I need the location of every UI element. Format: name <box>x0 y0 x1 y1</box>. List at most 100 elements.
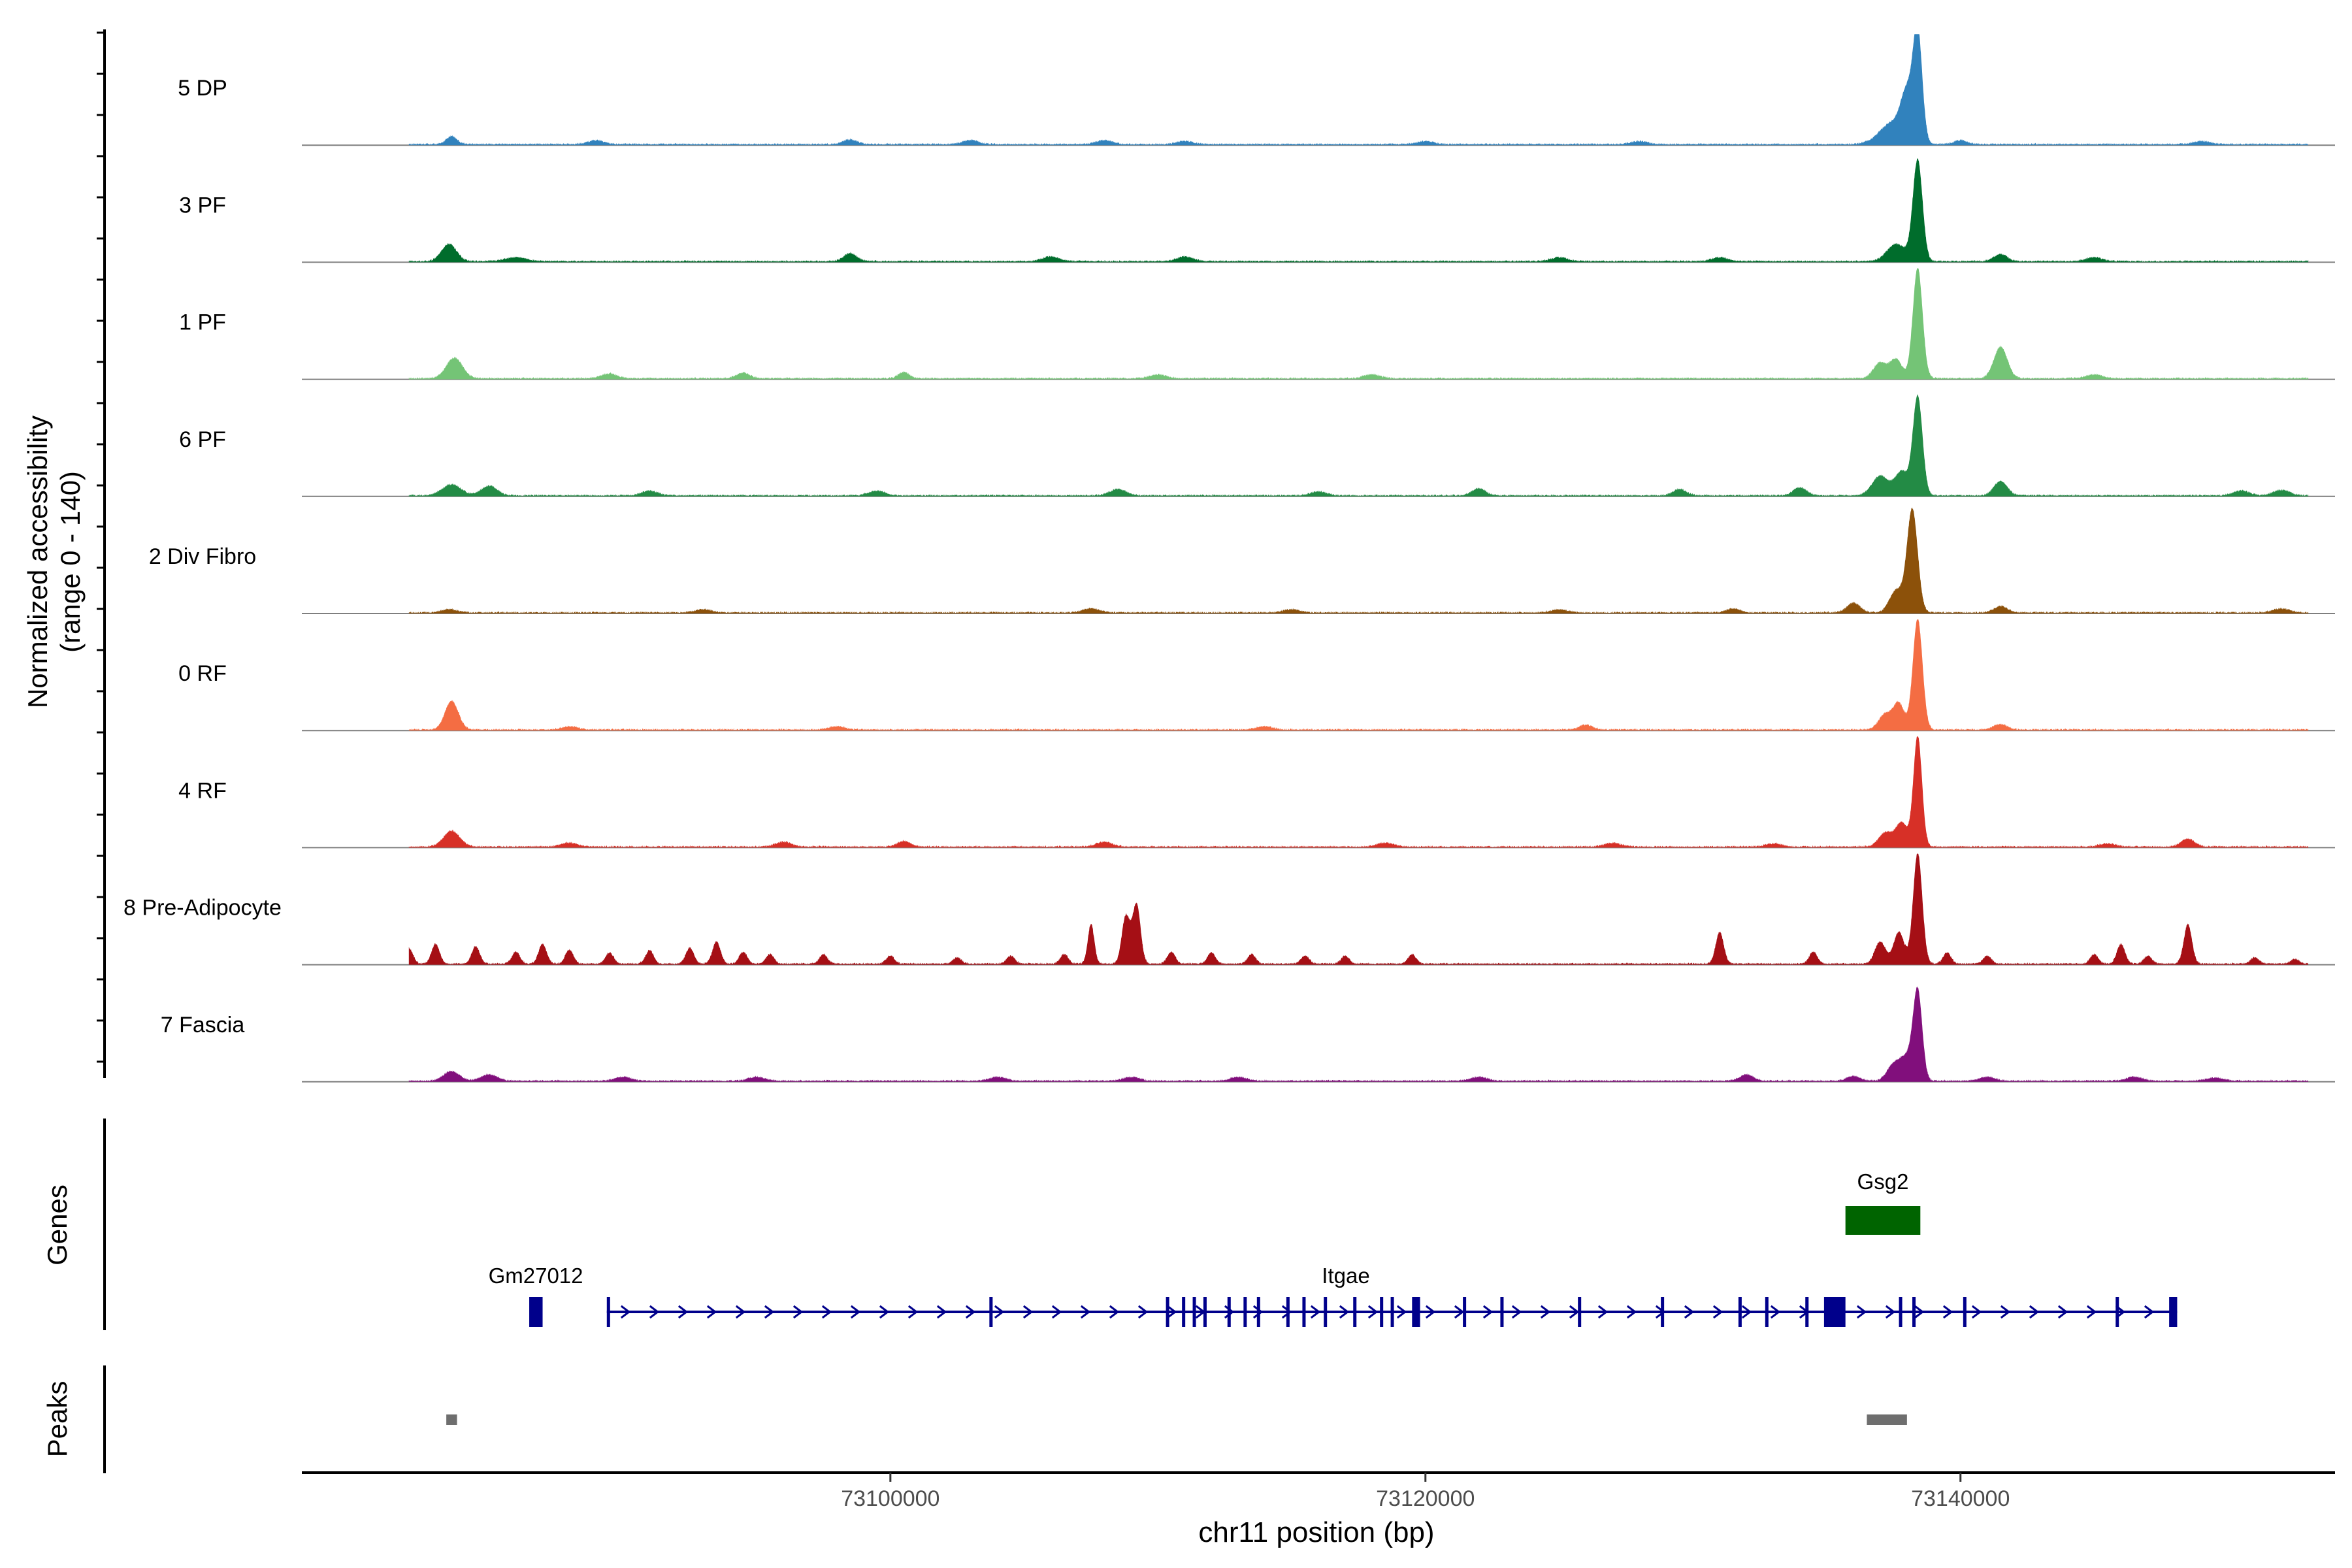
coverage-area <box>408 394 2309 497</box>
gene-exon <box>1166 1297 1169 1327</box>
strand-arrow <box>1137 1305 1149 1319</box>
gene-exon <box>989 1297 993 1327</box>
track-4: 2 Div Fibro <box>149 507 2335 614</box>
coverage-area <box>408 736 2309 848</box>
track-label: 3 PF <box>179 193 226 218</box>
strand-arrow <box>2000 1305 2011 1319</box>
strand-arrow <box>706 1305 717 1319</box>
strand-arrow <box>1367 1305 1379 1319</box>
track-label: 1 PF <box>179 310 226 335</box>
strand-arrow <box>649 1305 660 1319</box>
strand-arrow <box>936 1305 947 1319</box>
gene-exon <box>1899 1297 1903 1327</box>
strand-arrow <box>1914 1305 1925 1319</box>
strand-arrow <box>850 1305 861 1319</box>
peaks-panel-label: Peaks <box>42 1381 73 1458</box>
track-label: 5 DP <box>178 76 227 101</box>
gene-label: Gm27012 <box>489 1264 583 1288</box>
gene-gsg2: Gsg2 <box>1845 1169 1921 1235</box>
strand-arrow <box>1482 1305 1494 1319</box>
strand-arrow <box>1597 1305 1609 1319</box>
coverage-y-ticks <box>97 31 105 1063</box>
track-3: 6 PF <box>179 394 2335 497</box>
track-label: 6 PF <box>179 427 226 452</box>
strand-arrow <box>1425 1305 1436 1319</box>
gene-exon <box>1203 1297 1207 1327</box>
coverage-area <box>408 507 2309 613</box>
genes-panel: Gsg2 Gm27012 Itgae <box>489 1169 2178 1327</box>
strand-arrow <box>1540 1305 1551 1319</box>
strand-arrow <box>1396 1305 1407 1319</box>
strand-arrow <box>1569 1305 1580 1319</box>
track-5: 0 RF <box>178 619 2335 732</box>
strand-arrow <box>620 1305 631 1319</box>
strand-arrow <box>1109 1305 1120 1319</box>
track-0: 5 DP <box>178 34 2335 146</box>
gene-exon <box>1912 1297 1916 1327</box>
strand-arrow <box>1080 1305 1091 1319</box>
strand-arrow <box>1166 1305 1177 1319</box>
coverage-tracks: 5 DP 3 PF 1 PF 6 PF 2 Div Fibro 0 RF 4 RF 8 Pre… <box>123 34 2335 1083</box>
gene-exon <box>1324 1297 1328 1327</box>
gene-exon <box>1738 1297 1742 1327</box>
track-label: 7 Fascia <box>161 1013 245 1037</box>
strand-arrow <box>1310 1305 1321 1319</box>
gene-itgae: Itgae <box>606 1264 2178 1327</box>
strand-arrow <box>1252 1305 1264 1319</box>
coverage-area <box>408 34 2309 146</box>
genes-panel-label: Genes <box>42 1184 73 1266</box>
strand-arrow <box>764 1305 775 1319</box>
y-axis-title: Normalized accessibility <box>22 416 53 708</box>
gene-exon <box>1243 1297 1247 1327</box>
coverage-area <box>408 158 2309 263</box>
gene-exon <box>529 1297 543 1327</box>
strand-arrow <box>1022 1305 1034 1319</box>
strand-arrow <box>879 1305 890 1319</box>
coverage-area <box>408 619 2309 731</box>
gene-exon <box>1963 1297 1967 1327</box>
track-label: 2 Div Fibro <box>149 544 256 569</box>
x-tick-label: 73140000 <box>1911 1486 2010 1511</box>
strand-arrow <box>821 1305 832 1319</box>
gene-exon <box>2169 1297 2178 1327</box>
strand-arrow <box>994 1305 1005 1319</box>
strand-arrow <box>1684 1305 1695 1319</box>
gene-exon <box>1823 1297 1846 1327</box>
track-label: 0 RF <box>178 661 227 686</box>
strand-arrow <box>1971 1305 1982 1319</box>
strand-arrow <box>792 1305 804 1319</box>
strand-arrow <box>2144 1305 2155 1319</box>
gene-label: Gsg2 <box>1857 1169 1909 1194</box>
peaks-panel <box>446 1414 1907 1425</box>
track-6: 4 RF <box>178 736 2335 849</box>
coverage-area <box>408 986 2309 1082</box>
gene-exon <box>1353 1297 1357 1327</box>
track-7: 8 Pre-Adipocyte <box>123 853 2335 966</box>
gene-exon <box>1845 1206 1921 1235</box>
gene-exon <box>1578 1297 1582 1327</box>
strand-arrow <box>907 1305 919 1319</box>
gene-exon <box>1390 1297 1394 1327</box>
coverage-area <box>408 853 2309 965</box>
strand-arrow <box>965 1305 976 1319</box>
strand-arrow <box>1770 1305 1781 1319</box>
gene-exon <box>1661 1297 1665 1327</box>
gene-exon <box>606 1297 610 1327</box>
peak-region <box>1867 1414 1907 1425</box>
strand-arrow <box>1339 1305 1350 1319</box>
strand-arrow <box>735 1305 746 1319</box>
track-label: 4 RF <box>178 778 227 803</box>
x-axis-title: chr11 position (bp) <box>1198 1516 1434 1548</box>
gene-exon <box>1302 1297 1306 1327</box>
gene-exon <box>1765 1297 1769 1327</box>
strand-arrow <box>1885 1305 1896 1319</box>
strand-arrow <box>1511 1305 1522 1319</box>
strand-arrow <box>678 1305 689 1319</box>
track-1: 3 PF <box>179 158 2335 263</box>
gene-exon <box>1286 1297 1290 1327</box>
gene-exon <box>1805 1297 1809 1327</box>
gene-gm27012: Gm27012 <box>489 1264 583 1327</box>
strand-arrow <box>1712 1305 1723 1319</box>
gene-exon <box>1192 1297 1196 1327</box>
x-tick-label: 73100000 <box>841 1486 939 1511</box>
